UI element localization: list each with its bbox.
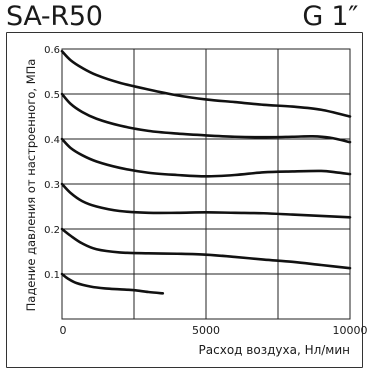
series-line-3 — [60, 182, 352, 219]
tick-labels: 0.1 0.2 0.3 0.4 0.5 0.6 0 5000 10000 — [44, 45, 367, 337]
x-axis-label: Расход воздуха, Нл/мин — [199, 343, 350, 357]
grid — [61, 48, 351, 320]
series-group — [60, 49, 352, 295]
chart-header: SA-R50 G 1″ — [0, 0, 368, 34]
series-line-2 — [60, 227, 352, 270]
y-tick-label: 0.2 — [44, 225, 60, 236]
chart-frame — [6, 32, 363, 368]
series-line-4 — [60, 137, 352, 178]
model-name: SA-R50 — [6, 1, 103, 32]
series-line-6 — [60, 49, 352, 118]
series-line-1 — [60, 272, 165, 295]
x-tick-label: 10000 — [333, 324, 368, 337]
y-tick-label: 0.1 — [44, 270, 60, 281]
y-tick-label: 0.6 — [44, 45, 60, 56]
y-axis-label: Падение давления от настроенного, МПа — [24, 59, 38, 312]
y-tick-label: 0.5 — [44, 90, 60, 101]
x-tick-label: 5000 — [192, 324, 220, 337]
y-tick-label: 0.4 — [44, 135, 60, 146]
x-tick-label: 0 — [60, 324, 67, 337]
thread-size: G 1″ — [302, 1, 358, 32]
series-line-5 — [60, 92, 352, 144]
y-tick-label: 0.3 — [44, 180, 60, 191]
